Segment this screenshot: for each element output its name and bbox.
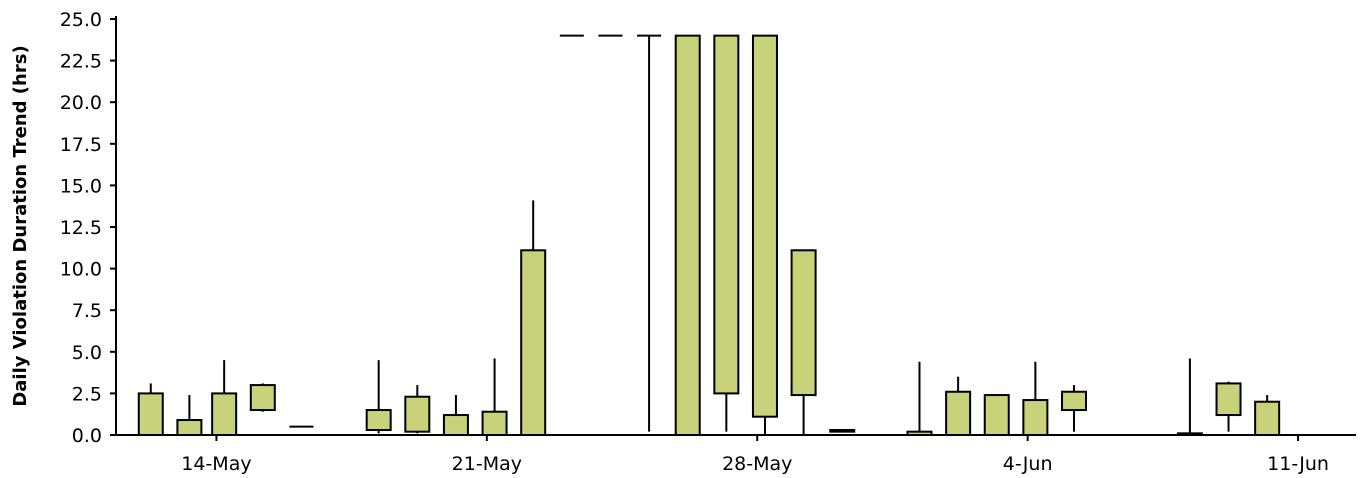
candle-body (829, 429, 856, 433)
x-tick-label: 28-May (722, 453, 792, 475)
candle-body (945, 390, 972, 436)
x-tick-label: 4-Jun (1003, 453, 1053, 475)
candle-body (520, 249, 547, 436)
y-ticks: 0.0 2.5 5.0 7.5 10.0 12.5 15.0 17.5 20.0 22.5 25.0 (60, 9, 116, 447)
candle (637, 34, 662, 432)
candle (829, 429, 856, 433)
candle-body (404, 395, 431, 433)
candles (137, 34, 1318, 437)
candle-body (137, 392, 164, 436)
candle (751, 34, 778, 435)
candle (790, 249, 817, 435)
candle-body (790, 249, 817, 397)
candle (404, 385, 431, 434)
y-tick-label: 2.5 (72, 383, 102, 405)
candle-body (1176, 432, 1203, 436)
y-tick-label: 10.0 (60, 259, 102, 281)
candle (1176, 358, 1203, 436)
candle-body (442, 414, 469, 437)
candle (520, 200, 547, 436)
candle (137, 383, 164, 436)
candle-body (1215, 382, 1242, 417)
candle (1061, 385, 1088, 432)
x-tick-label: 14-May (181, 453, 251, 475)
y-tick-label: 25.0 (60, 9, 102, 31)
candle-body (1061, 390, 1088, 412)
y-tick-label: 22.5 (60, 51, 102, 73)
candle (211, 360, 238, 436)
candle-body (983, 394, 1010, 436)
candle (674, 34, 701, 436)
x-tick-label: 11-Jun (1267, 453, 1329, 475)
candle-body (713, 34, 740, 395)
candle (945, 376, 972, 436)
candle-body (365, 409, 392, 432)
candle-body (176, 419, 203, 436)
candle (176, 395, 203, 436)
x-ticks: 14-May 21-May 28-May 4-Jun 11-Jun (181, 435, 1329, 475)
y-tick-label: 5.0 (72, 342, 102, 364)
y-tick-label: 12.5 (60, 217, 102, 239)
candle (481, 358, 508, 437)
y-axis-title: Daily Violation Duration Trend (hrs) (10, 45, 31, 406)
candle (1215, 381, 1242, 432)
candle (983, 394, 1010, 436)
candle-body (674, 34, 701, 436)
y-tick-label: 20.0 (60, 92, 102, 114)
candle (906, 361, 933, 436)
candle-body (249, 384, 276, 412)
candle (365, 360, 392, 434)
candle-body (1022, 399, 1049, 436)
candle (1022, 361, 1049, 436)
y-tick-label: 17.5 (60, 134, 102, 156)
x-tick-label: 21-May (452, 453, 522, 475)
candle (249, 383, 276, 412)
candle (1254, 395, 1281, 436)
candle-body (1254, 400, 1281, 436)
candle (713, 34, 740, 432)
candle-body (211, 392, 238, 436)
candle-body (906, 430, 933, 436)
candle (442, 395, 469, 437)
candle-body (751, 34, 778, 418)
candle-body (481, 410, 508, 437)
y-tick-label: 15.0 (60, 175, 102, 197)
y-tick-label: 0.0 (72, 425, 102, 447)
y-tick-label: 7.5 (72, 300, 102, 322)
